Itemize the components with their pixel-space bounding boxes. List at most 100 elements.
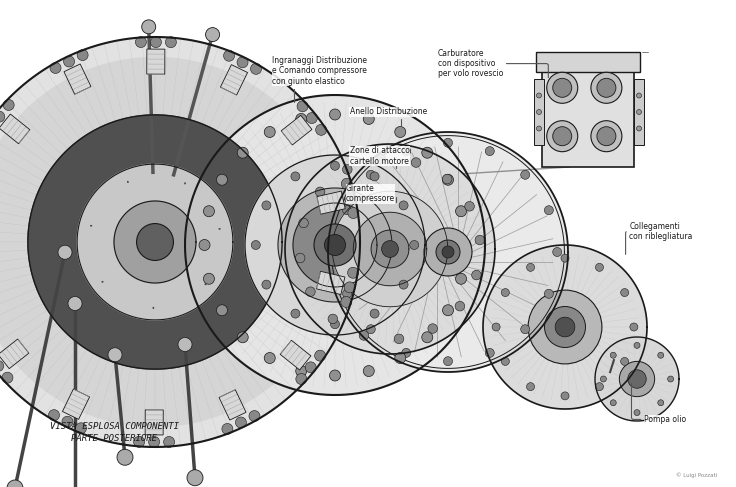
Circle shape [199,240,210,250]
Circle shape [381,241,398,258]
Circle shape [58,245,72,259]
Circle shape [610,352,616,358]
Circle shape [620,357,629,365]
Circle shape [315,187,325,197]
Circle shape [620,361,654,396]
Circle shape [264,127,275,137]
Circle shape [620,289,629,297]
Circle shape [553,127,572,146]
Circle shape [460,240,471,250]
Circle shape [561,392,569,400]
Circle shape [250,63,261,75]
Circle shape [520,325,530,334]
Circle shape [163,436,174,448]
Polygon shape [28,115,282,369]
Circle shape [634,342,640,348]
Circle shape [237,57,248,68]
Circle shape [203,206,214,217]
Circle shape [547,121,578,151]
Polygon shape [0,339,29,369]
Circle shape [237,147,248,158]
Circle shape [422,332,433,343]
Circle shape [364,366,375,376]
Circle shape [402,147,411,156]
Polygon shape [245,155,425,335]
Circle shape [305,287,315,297]
Circle shape [402,348,411,357]
FancyBboxPatch shape [634,79,644,145]
Circle shape [424,228,472,276]
Circle shape [330,161,339,170]
Circle shape [203,273,214,284]
Circle shape [364,113,375,125]
Circle shape [597,127,616,146]
Circle shape [2,372,13,383]
Circle shape [501,289,509,297]
Polygon shape [0,37,360,447]
Text: Carburatore
con dispositivo
per volo rovescio: Carburatore con dispositivo per volo rov… [438,49,548,78]
Circle shape [262,280,271,289]
Circle shape [63,56,74,67]
Circle shape [342,165,352,174]
Circle shape [341,297,352,307]
Circle shape [76,423,86,434]
Circle shape [537,93,542,98]
Circle shape [456,206,467,217]
FancyBboxPatch shape [542,57,634,167]
Circle shape [7,480,23,487]
Circle shape [399,280,408,289]
Text: VISTA ESPLOSA COMPONENTI: VISTA ESPLOSA COMPONENTI [49,422,179,431]
Circle shape [399,201,408,210]
Circle shape [501,357,509,365]
Circle shape [520,170,530,179]
Circle shape [299,218,308,228]
Circle shape [134,436,144,448]
Circle shape [49,410,60,421]
Text: PARTE POSTERIORE: PARTE POSTERIORE [71,434,157,443]
Circle shape [264,353,275,363]
Text: © Luigi Pozzati: © Luigi Pozzati [676,472,718,478]
Circle shape [296,113,307,125]
Circle shape [526,263,534,271]
Circle shape [628,370,646,388]
Polygon shape [0,114,30,144]
Text: Zone di attacco
cartello motore: Zone di attacco cartello motore [350,146,409,168]
Polygon shape [219,390,246,420]
Circle shape [343,289,352,299]
Circle shape [237,332,248,343]
Circle shape [601,376,606,382]
Circle shape [347,267,358,278]
Circle shape [249,411,260,422]
Circle shape [370,172,379,181]
FancyBboxPatch shape [536,52,640,72]
Circle shape [595,383,604,391]
Circle shape [394,334,404,344]
Circle shape [370,309,379,318]
Polygon shape [185,95,485,395]
Circle shape [553,78,572,97]
Circle shape [222,423,233,434]
Circle shape [637,126,642,131]
Circle shape [216,174,227,185]
Polygon shape [595,337,679,421]
Circle shape [537,126,542,131]
Circle shape [610,400,616,406]
Circle shape [456,273,467,284]
Circle shape [537,110,542,114]
Circle shape [305,362,316,373]
Circle shape [394,353,406,363]
Circle shape [630,323,638,331]
Circle shape [62,416,73,427]
Circle shape [485,147,495,156]
Circle shape [314,224,356,266]
FancyBboxPatch shape [534,79,544,145]
Circle shape [330,370,341,381]
Circle shape [3,99,14,111]
Circle shape [0,360,4,372]
Circle shape [316,124,327,135]
Circle shape [330,319,339,329]
Circle shape [561,254,569,262]
Circle shape [328,314,338,324]
Circle shape [444,138,453,147]
Circle shape [117,449,133,465]
